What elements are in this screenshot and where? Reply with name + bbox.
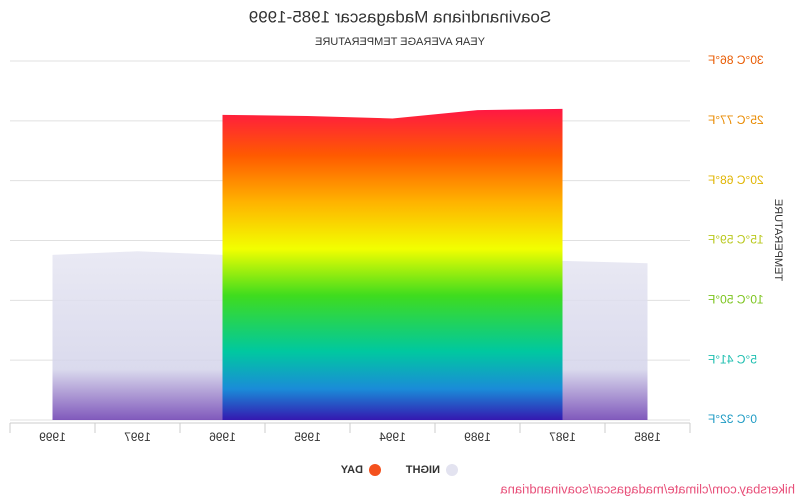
area <box>222 108 563 420</box>
y-tick-label: 30°C 86°F <box>708 53 764 67</box>
y-tick-label: 10°C 50°F <box>708 293 764 307</box>
legend-label: DAY <box>340 464 363 476</box>
y-tick-label: 20°C 68°F <box>708 173 764 187</box>
x-tick-label: 1994 <box>379 430 406 444</box>
legend-label: NIGHT <box>406 464 441 476</box>
chart-title: Soavinandriana Madagascar 1985-1999 <box>249 7 551 26</box>
x-tick-label: 1996 <box>209 430 236 444</box>
x-tick-label: 1995 <box>294 430 321 444</box>
legend-marker <box>446 464 458 476</box>
credit: hikersbay.com/climate/madagascar/soavina… <box>500 481 795 496</box>
chart-subtitle: YEAR AVERAGE TEMPERATURE <box>315 36 485 48</box>
y-tick-label: 5°C 41°F <box>708 352 757 366</box>
x-tick-label: 1999 <box>39 430 66 444</box>
x-tick-label: 1987 <box>549 430 576 444</box>
y-tick-label: 15°C 59°F <box>708 233 764 247</box>
y-axis-title: TEMPERATURE <box>772 199 784 281</box>
x-tick-label: 1997 <box>124 430 151 444</box>
legend-marker <box>369 464 381 476</box>
y-tick-label: 25°C 77°F <box>708 113 764 127</box>
y-tick-label: 0°C 32°F <box>708 412 757 426</box>
x-tick-label: 1989 <box>464 430 491 444</box>
x-tick-label: 1985 <box>634 430 661 444</box>
